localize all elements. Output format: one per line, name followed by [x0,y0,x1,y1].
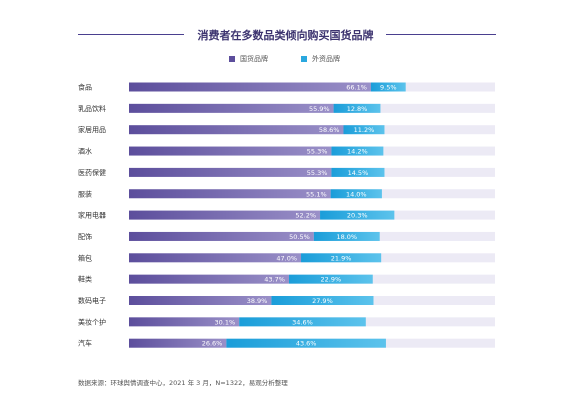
bar-domestic [129,296,272,305]
chart-title: 消费者在多数品类倾向购买国货品牌 [197,29,374,42]
category-label: 服装 [78,189,92,198]
source-note: 数据来源：环球舆情调查中心，2021 年 3 月，N=1322，易观分析整理 [78,379,288,387]
bar-foreign [370,82,406,92]
bar-foreign [226,338,386,348]
category-label: 鞋类 [78,275,92,284]
data-label-foreign: 14.5% [348,169,369,177]
title-line-left [78,34,184,35]
bar-foreign [320,210,395,220]
bar-domestic [129,189,331,199]
bar-domestic [129,274,289,284]
bar-row: 酒水 55.3% 14.2% [78,146,495,156]
bar-foreign [313,231,380,241]
category-label: 家居用品 [78,125,106,134]
title-row: 消费者在多数品类倾向购买国货品牌 [0,27,571,43]
bar-row: 箱包 47.0% 21.9% [78,253,495,263]
legend-label-domestic: 国货品牌 [240,55,268,63]
category-label: 家用电器 [78,211,106,220]
data-label-foreign: 14.2% [347,148,368,156]
data-label-domestic: 43.7% [264,276,285,284]
bar-foreign [343,125,385,135]
data-label-domestic: 50.5% [289,233,310,241]
data-label-foreign: 43.6% [296,340,317,348]
data-label-foreign: 20.3% [347,212,368,220]
bar-domestic [129,82,371,92]
legend-swatch-foreign [301,56,307,62]
legend-label-foreign: 外资品牌 [312,55,340,63]
bar-domestic [129,253,302,263]
category-label: 汽车 [78,339,92,348]
bar-row: 鞋类 43.7% 22.9% [78,274,495,284]
bar-domestic [129,146,332,156]
data-label-foreign: 22.9% [321,276,342,284]
bar-row: 配饰 50.5% 18.0% [78,231,495,241]
legend: 国货品牌 外资品牌 [0,54,571,66]
bar-foreign [239,317,366,327]
category-label: 数码电子 [78,296,106,305]
category-label: 配饰 [78,232,92,241]
bar-row: 医药保健 55.3% 14.5% [78,167,495,177]
bar-domestic [129,210,321,220]
category-label: 酒水 [78,147,92,156]
data-label-foreign: 12.8% [347,105,368,113]
bar-foreign [271,296,374,305]
data-label-foreign: 14.0% [346,190,367,198]
bar-foreign [301,253,382,263]
bar-row: 服装 55.1% 14.0% [78,189,495,199]
data-label-foreign: 9.5% [380,84,397,92]
bar-row: 家居用品 58.6% 11.2% [78,125,495,135]
data-label-domestic: 52.2% [295,212,316,220]
data-label-foreign: 11.2% [354,126,375,134]
data-label-domestic: 30.1% [215,318,236,326]
data-label-domestic: 66.1% [346,84,367,92]
bar-row: 汽车 26.6% 43.6% [78,338,495,348]
legend-swatch-domestic [229,56,235,62]
data-label-foreign: 18.0% [336,233,357,241]
data-label-foreign: 34.6% [292,318,313,326]
bar-foreign [288,274,373,284]
category-label: 美妆个护 [78,317,106,326]
category-label: 食品 [78,83,92,92]
title-line-right [386,34,496,35]
bar-foreign [330,189,382,199]
category-label: 乳品饮料 [78,104,106,113]
bar-foreign [333,103,381,113]
bar-foreign [331,167,385,177]
bar-row: 美妆个护 30.1% 34.6% [78,317,495,327]
category-label: 医药保健 [78,168,106,177]
bar-domestic [129,231,314,241]
bar-row: 食品 66.1% 9.5% [78,82,495,92]
data-label-domestic: 58.6% [319,126,340,134]
bar-domestic [129,338,227,348]
bar-row: 家用电器 52.2% 20.3% [78,210,495,220]
legend-item-foreign: 外资品牌 [301,54,340,64]
bar-domestic [129,103,334,113]
data-label-domestic: 47.0% [276,254,297,262]
data-label-domestic: 55.3% [307,169,328,177]
data-label-domestic: 26.6% [202,340,223,348]
data-label-domestic: 55.1% [306,190,327,198]
category-label: 箱包 [78,253,92,262]
bar-domestic [129,125,344,135]
legend-item-domestic: 国货品牌 [229,54,268,64]
bar-row: 乳品饮料 55.9% 12.8% [78,103,495,113]
data-label-foreign: 21.9% [331,254,352,262]
bar-foreign [331,146,384,156]
data-label-foreign: 27.9% [312,297,333,305]
bar-row: 数码电子 38.9% 27.9% [78,296,495,305]
data-label-domestic: 55.3% [307,148,328,156]
bar-domestic [129,317,240,327]
data-label-domestic: 55.9% [309,105,330,113]
data-label-domestic: 38.9% [247,297,268,305]
bar-domestic [129,167,332,177]
